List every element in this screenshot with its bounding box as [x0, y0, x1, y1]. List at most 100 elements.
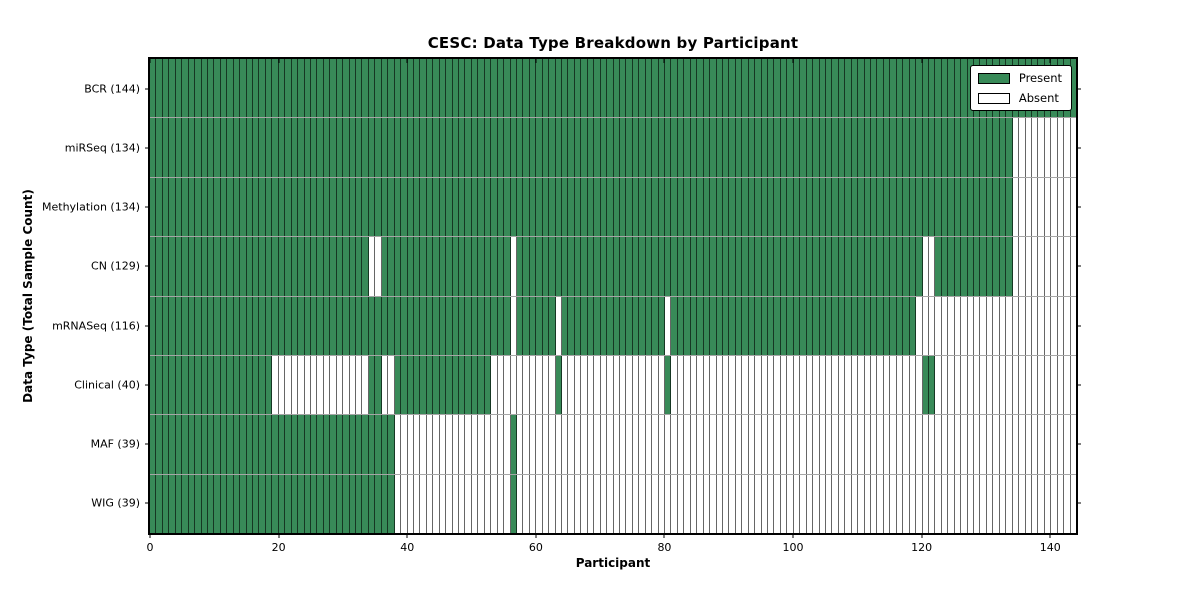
heatmap-cell: [568, 237, 575, 296]
heatmap-grid: [150, 59, 1076, 533]
heatmap-cell: [871, 296, 878, 355]
heatmap-cell: [240, 474, 247, 533]
x-tick-label-100: 100: [782, 541, 804, 554]
heatmap-cell: [426, 237, 434, 296]
heatmap-cell: [916, 355, 923, 415]
y-axis-tick: [1076, 384, 1081, 386]
heatmap-cell: [748, 118, 756, 177]
heatmap-cell: [150, 355, 157, 415]
heatmap-cell: [755, 59, 762, 118]
heatmap-cell: [388, 355, 395, 415]
heatmap-cell: [465, 237, 472, 296]
heatmap-cell: [665, 177, 672, 237]
heatmap-cell: [652, 355, 659, 415]
heatmap-cell: [317, 237, 324, 296]
heatmap-cell: [594, 474, 601, 533]
heatmap-cell: [510, 118, 517, 177]
heatmap-cell: [838, 59, 846, 118]
heatmap-cell: [304, 355, 311, 415]
heatmap-cell: [310, 59, 318, 118]
heatmap-cell: [497, 355, 505, 415]
heatmap-cell: [774, 237, 781, 296]
heatmap-cell: [523, 177, 530, 237]
heatmap-cell: [909, 177, 917, 237]
heatmap-cell: [845, 177, 852, 237]
heatmap-cell: [748, 59, 756, 118]
heatmap-cell: [948, 296, 955, 355]
heatmap-cell: [169, 177, 176, 237]
heatmap-cell: [980, 118, 987, 177]
heatmap-cell: [291, 415, 299, 474]
heatmap-cell: [278, 474, 286, 533]
heatmap-cell: [916, 296, 923, 355]
heatmap-cell: [150, 474, 157, 533]
heatmap-cell: [1025, 474, 1032, 533]
heatmap-cell: [227, 415, 234, 474]
heatmap-cell: [201, 474, 208, 533]
heatmap-cell: [1064, 415, 1071, 474]
heatmap-cell: [497, 177, 505, 237]
heatmap-cell: [871, 355, 878, 415]
heatmap-cell: [562, 118, 569, 177]
heatmap-cell: [967, 237, 974, 296]
heatmap-cell: [1051, 415, 1058, 474]
heatmap-cell: [999, 355, 1007, 415]
heatmap-cell: [935, 177, 942, 237]
heatmap-cell: [381, 118, 389, 177]
heatmap-cell: [195, 59, 202, 118]
y-axis-tick: [145, 88, 150, 90]
heatmap-cell: [652, 177, 659, 237]
heatmap-cell: [317, 474, 324, 533]
heatmap-cell: [568, 474, 575, 533]
heatmap-cell: [838, 415, 846, 474]
heatmap-cell: [523, 415, 530, 474]
heatmap-cell: [401, 296, 408, 355]
heatmap-cell: [748, 296, 756, 355]
heatmap-cell: [986, 474, 994, 533]
heatmap-cell: [858, 237, 865, 296]
heatmap-cell: [652, 237, 659, 296]
heatmap-cell: [909, 59, 917, 118]
x-tick-label-0: 0: [146, 541, 154, 554]
heatmap-cell: [549, 177, 556, 237]
heatmap-cell: [825, 59, 833, 118]
heatmap-cell: [175, 59, 183, 118]
heatmap-cell: [343, 415, 350, 474]
heatmap-cell: [845, 296, 852, 355]
heatmap-cell: [838, 237, 846, 296]
heatmap-cell: [722, 118, 730, 177]
heatmap-cell: [220, 177, 228, 237]
y-axis-tick: [145, 502, 150, 504]
heatmap-cell: [890, 474, 897, 533]
heatmap-cell: [793, 59, 801, 118]
heatmap-cell: [1019, 296, 1026, 355]
heatmap-cell: [903, 59, 910, 118]
heatmap-cell: [317, 415, 324, 474]
heatmap-cell: [516, 177, 524, 237]
heatmap-cell: [722, 355, 730, 415]
heatmap-cell: [549, 59, 556, 118]
heatmap-cell: [516, 474, 524, 533]
heatmap-cell: [169, 296, 176, 355]
heatmap-cell: [336, 474, 344, 533]
heatmap-cell: [722, 177, 730, 237]
heatmap-cell: [542, 177, 550, 237]
heatmap-cell: [394, 474, 402, 533]
heatmap-cell: [349, 59, 356, 118]
heatmap-cell: [336, 237, 344, 296]
heatmap-cell: [188, 237, 196, 296]
heatmap-cell: [1064, 237, 1071, 296]
heatmap-cell: [484, 296, 492, 355]
heatmap-cell: [703, 237, 711, 296]
heatmap-cell: [948, 177, 955, 237]
heatmap-cell: [1006, 296, 1013, 355]
heatmap-cell: [716, 474, 723, 533]
heatmap-cell: [632, 237, 640, 296]
heatmap-cell: [336, 415, 344, 474]
heatmap-cell: [941, 474, 949, 533]
heatmap-cell: [388, 118, 395, 177]
heatmap-cell: [169, 415, 176, 474]
heatmap-cell: [909, 296, 917, 355]
heatmap-cell: [214, 177, 221, 237]
heatmap-cell: [510, 355, 517, 415]
